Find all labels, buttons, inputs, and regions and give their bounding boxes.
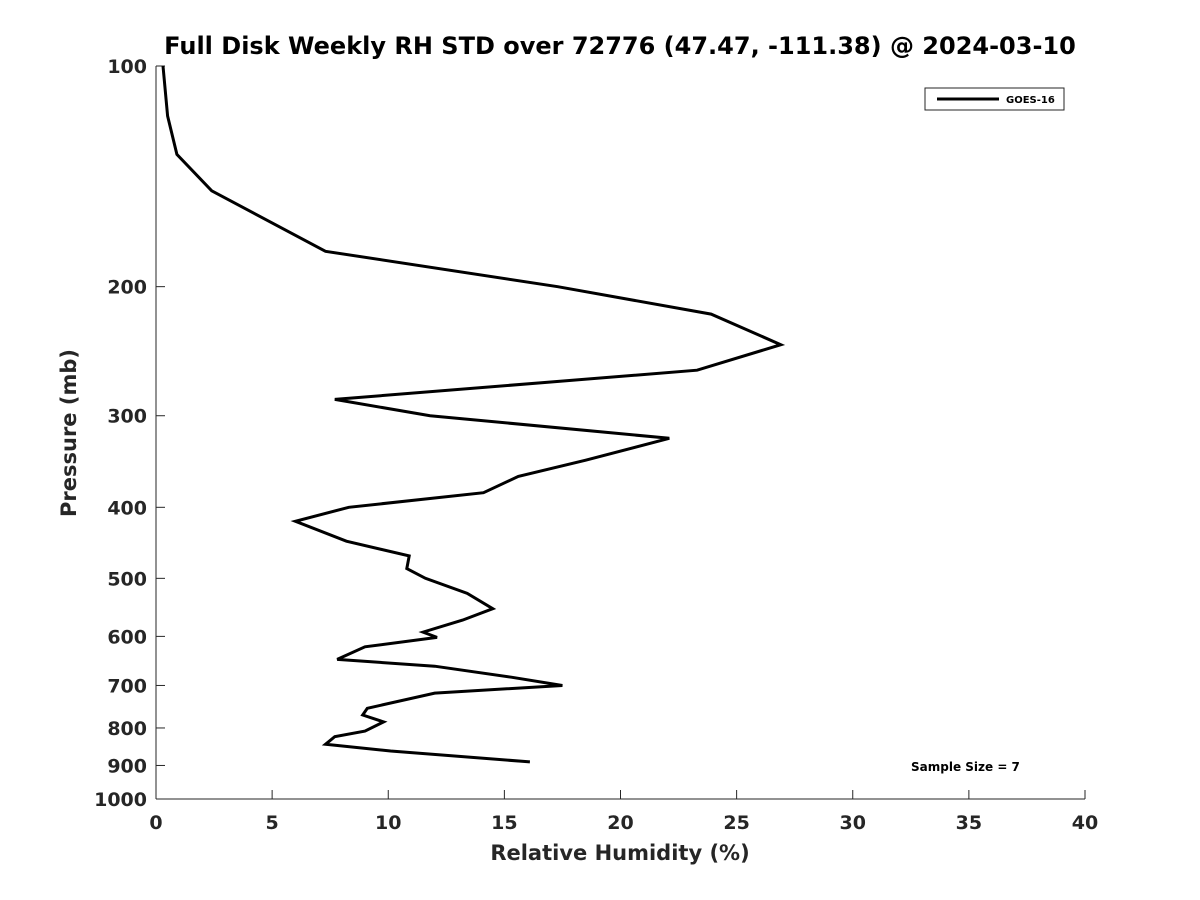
series-line-goes-16 xyxy=(161,65,786,764)
x-axis-label: Relative Humidity (%) xyxy=(490,841,749,865)
x-tick-label: 15 xyxy=(491,812,517,834)
series-layer xyxy=(161,65,786,764)
x-tick-label: 40 xyxy=(1072,812,1098,834)
x-axis-ticks: 0 5 10 15 20 25 30 35 40 xyxy=(149,790,1098,834)
y-tick-label: 200 xyxy=(107,277,147,299)
y-tick-label: 300 xyxy=(107,406,147,428)
y-tick-label: 900 xyxy=(107,755,147,777)
legend: GOES-16 xyxy=(924,87,1065,111)
y-tick-label: 1000 xyxy=(94,789,147,811)
x-tick-label: 20 xyxy=(607,812,633,834)
y-tick-label: 700 xyxy=(107,675,147,697)
y-tick-label: 400 xyxy=(107,497,147,519)
x-tick-label: 35 xyxy=(956,812,982,834)
y-axis-label: Pressure (mb) xyxy=(57,349,81,517)
x-tick-label: 30 xyxy=(840,812,866,834)
x-tick-label: 25 xyxy=(723,812,749,834)
y-tick-label: 600 xyxy=(107,626,147,648)
y-tick-label: 500 xyxy=(107,568,147,590)
x-tick-label: 5 xyxy=(266,812,279,834)
y-tick-label: 800 xyxy=(107,718,147,740)
x-tick-label: 0 xyxy=(149,812,162,834)
y-tick-label: 100 xyxy=(107,56,147,78)
chart-title: Full Disk Weekly RH STD over 72776 (47.4… xyxy=(164,32,1076,60)
y-axis-ticks: 100 200 300 400 500 600 700 800 900 1000 xyxy=(94,56,165,811)
sample-size-annotation: Sample Size = 7 xyxy=(911,760,1020,774)
legend-label-goes16: GOES-16 xyxy=(1006,95,1055,106)
x-tick-label: 10 xyxy=(375,812,401,834)
